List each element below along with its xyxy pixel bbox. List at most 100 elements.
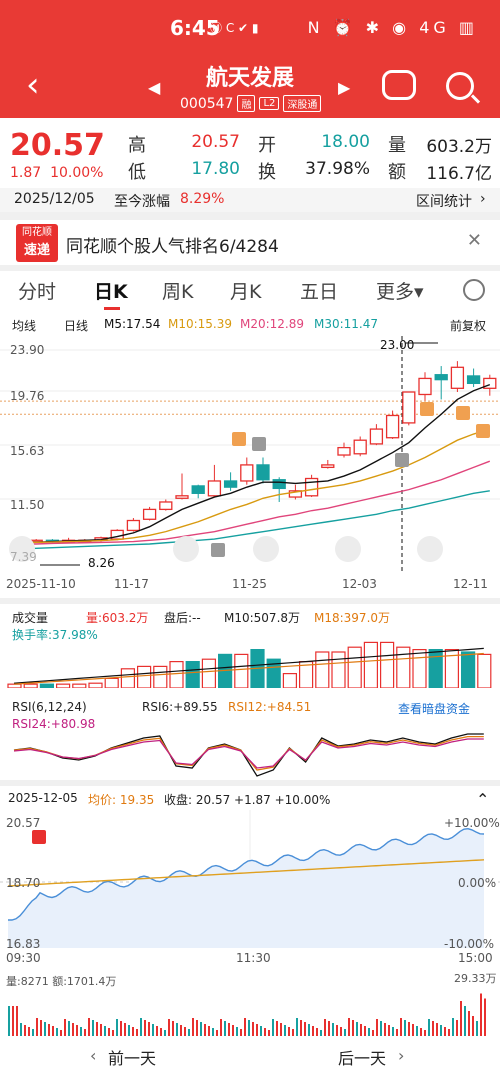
- rsi12-value: RSI12:+84.51: [228, 700, 312, 714]
- interval-bar: 2025/12/05 至今涨幅 8.29% 区间统计 ›: [0, 188, 500, 212]
- candle-body: [434, 374, 448, 381]
- intraday-vol-max: 29.33万: [454, 972, 497, 985]
- price-line: [7, 827, 485, 921]
- tab-weekly-k[interactable]: 周K: [162, 281, 194, 303]
- intraday-volume-bar: [448, 1029, 450, 1036]
- chevron-right-icon[interactable]: ›: [480, 191, 486, 207]
- collapse-icon[interactable]: ⌃: [476, 790, 490, 809]
- intraday-chart[interactable]: [0, 810, 500, 950]
- adjust-label[interactable]: 前复权: [450, 319, 487, 333]
- intraday-volume-bar: [356, 1022, 358, 1036]
- close-icon[interactable]: ✕: [466, 230, 482, 251]
- amount-value: 116.7亿: [426, 164, 492, 184]
- tab-five-day[interactable]: 五日: [300, 281, 339, 303]
- volume-value: 量:603.2万: [86, 611, 149, 625]
- tag-margin: 融: [237, 95, 256, 112]
- tab-more[interactable]: 更多▾: [376, 281, 424, 303]
- candle-body: [337, 446, 351, 456]
- intraday-volume-bar: [284, 1025, 286, 1036]
- intraday-volume-bar: [352, 1020, 354, 1036]
- intraday-volume-bar: [264, 1028, 266, 1036]
- volume-chart[interactable]: [0, 638, 500, 688]
- volume-bar: [201, 658, 216, 688]
- candle-body: [450, 366, 465, 389]
- ma-selector[interactable]: 均线: [12, 319, 37, 333]
- divider: [0, 780, 500, 786]
- turnover-value: 37.98%: [305, 159, 370, 179]
- intraday-volume-bar: [304, 1022, 306, 1036]
- intraday-vol-info: 量:8271 额:1701.4万: [6, 975, 117, 988]
- intraday-volume-bar: [324, 1019, 326, 1036]
- intraday-volume-bar: [232, 1025, 234, 1036]
- open-label: 开: [258, 135, 276, 156]
- dark-pool-link[interactable]: 查看暗盘资金: [398, 702, 471, 716]
- intraday-volume-bar: [268, 1030, 270, 1036]
- price-area: [8, 828, 484, 948]
- intraday-volume-bar: [124, 1023, 126, 1036]
- y-tick: 15.63: [10, 444, 45, 458]
- intraday-volume-bar: [76, 1025, 78, 1036]
- search-icon[interactable]: [446, 72, 474, 100]
- intraday-volume-bar: [168, 1019, 170, 1036]
- ma5-line: [19, 383, 491, 544]
- y-tick: 7.39: [10, 550, 37, 564]
- next-day-button[interactable]: 后一天: [338, 1049, 387, 1068]
- change-percent: 10.00%: [50, 165, 104, 181]
- settings-icon[interactable]: [463, 279, 485, 301]
- popularity-banner[interactable]: 同花顺 速递 同花顺个股人气排名6/4284 ✕: [0, 220, 500, 264]
- intraday-volume-bar: [344, 1029, 346, 1036]
- x-tick: 11-17: [114, 577, 149, 591]
- intraday-volume-bar: [460, 1001, 462, 1036]
- tab-daily-k[interactable]: 日K: [94, 277, 128, 310]
- stock-name: 航天发展: [205, 66, 294, 91]
- volume-bar: [88, 682, 103, 688]
- candle-body: [321, 464, 335, 469]
- intraday-volume-bar: [40, 1020, 42, 1036]
- rsi24-value: RSI24:+80.98: [12, 717, 96, 731]
- high-label: 高: [128, 135, 146, 156]
- chart-control-button: [9, 536, 35, 562]
- tab-monthly-k[interactable]: 月K: [230, 281, 262, 303]
- next-stock-icon[interactable]: ▶: [338, 78, 351, 97]
- intraday-volume-bar: [8, 1006, 10, 1036]
- intraday-volume-bar: [256, 1024, 258, 1036]
- divider: [0, 212, 500, 220]
- rsi-selector[interactable]: RSI(6,12,24): [12, 700, 87, 714]
- intraday-volume-bar: [120, 1021, 122, 1036]
- intraday-volume-bar: [308, 1024, 310, 1036]
- chevron-left-icon[interactable]: ‹: [90, 1046, 97, 1065]
- candle-body: [418, 377, 432, 396]
- max-price-label: 23.00: [380, 338, 415, 352]
- prev-stock-icon[interactable]: ◀: [148, 78, 161, 97]
- y-tick: 18.70: [6, 876, 41, 890]
- intraday-volume-bar: [112, 1030, 114, 1036]
- tab-intraday[interactable]: 分时: [18, 281, 57, 303]
- candle-body: [483, 377, 497, 389]
- prev-day-button[interactable]: 前一天: [108, 1049, 157, 1068]
- volume-selector[interactable]: 成交量: [12, 611, 49, 625]
- candle-body: [175, 495, 189, 499]
- trade-marker: [456, 406, 470, 420]
- intraday-volume-bar: [208, 1026, 210, 1036]
- intraday-volume-bar: [184, 1027, 186, 1036]
- rsi6-value: RSI6:+89.55: [142, 700, 218, 714]
- ma30-line: [19, 490, 490, 550]
- interval-stats-button[interactable]: 区间统计: [416, 194, 472, 210]
- volume-value: 603.2万: [426, 137, 492, 157]
- intraday-volume-bar: [220, 1019, 222, 1036]
- assistant-robot-icon[interactable]: [382, 70, 416, 100]
- intraday-volume-bar: [56, 1028, 58, 1036]
- x-tick: 12-11: [453, 577, 488, 591]
- intraday-volume-bar: [28, 1027, 30, 1036]
- volume-label: 量: [388, 135, 406, 156]
- trade-marker: [252, 437, 266, 451]
- candle-body: [353, 439, 367, 455]
- intraday-volume-bar: [12, 1006, 14, 1036]
- back-icon[interactable]: ‹: [26, 65, 40, 105]
- candlestick-chart[interactable]: [0, 336, 500, 598]
- intraday-volume-bar: [52, 1026, 54, 1036]
- intraday-volume-bar: [456, 1020, 458, 1036]
- chart-control-button: [417, 536, 443, 562]
- intraday-volume-bar: [104, 1026, 106, 1036]
- chevron-right-icon[interactable]: ›: [398, 1046, 405, 1065]
